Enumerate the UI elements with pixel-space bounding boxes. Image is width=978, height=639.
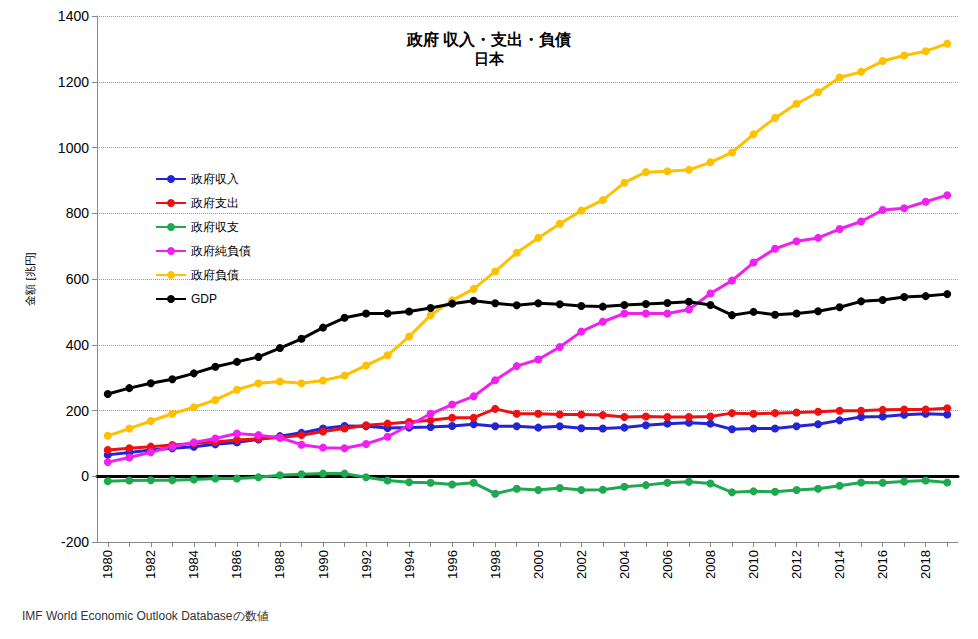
svg-text:2012: 2012 xyxy=(789,550,804,579)
svg-text:1984: 1984 xyxy=(186,550,201,579)
svg-text:政府純負債: 政府純負債 xyxy=(191,244,251,258)
svg-text:1982: 1982 xyxy=(143,550,158,579)
svg-text:1988: 1988 xyxy=(272,550,287,579)
svg-text:1998: 1998 xyxy=(488,550,503,579)
svg-text:2004: 2004 xyxy=(617,550,632,579)
svg-text:1990: 1990 xyxy=(316,550,331,579)
svg-text:2018: 2018 xyxy=(918,550,933,579)
svg-text:2008: 2008 xyxy=(703,550,718,579)
svg-text:政府収支: 政府収支 xyxy=(191,220,239,234)
svg-text:日本: 日本 xyxy=(474,50,505,67)
svg-text:2002: 2002 xyxy=(574,550,589,579)
svg-text:1980: 1980 xyxy=(100,550,115,579)
svg-text:1994: 1994 xyxy=(402,550,417,579)
svg-text:2016: 2016 xyxy=(875,550,890,579)
svg-text:政府支出: 政府支出 xyxy=(191,196,239,210)
svg-text:800: 800 xyxy=(66,205,90,221)
svg-text:-200: -200 xyxy=(61,534,89,550)
svg-text:1992: 1992 xyxy=(359,550,374,579)
svg-text:200: 200 xyxy=(66,403,90,419)
svg-text:2000: 2000 xyxy=(531,550,546,579)
svg-text:2014: 2014 xyxy=(832,550,847,579)
svg-text:IMF World Economic Outlook Dat: IMF World Economic Outlook Databaseの数値 xyxy=(22,609,269,623)
svg-text:1996: 1996 xyxy=(445,550,460,579)
svg-text:0: 0 xyxy=(81,468,89,484)
svg-text:政府負債: 政府負債 xyxy=(191,268,239,282)
svg-text:600: 600 xyxy=(66,271,90,287)
svg-text:金額 [兆円]: 金額 [兆円] xyxy=(24,252,36,305)
svg-text:GDP: GDP xyxy=(191,292,217,306)
svg-text:1400: 1400 xyxy=(58,8,89,24)
svg-text:1986: 1986 xyxy=(229,550,244,579)
svg-text:2006: 2006 xyxy=(660,550,675,579)
svg-text:1000: 1000 xyxy=(58,140,89,156)
svg-text:政府収入: 政府収入 xyxy=(191,172,239,186)
svg-text:1200: 1200 xyxy=(58,74,89,90)
svg-text:400: 400 xyxy=(66,337,90,353)
svg-text:政府 収入・支出・負債: 政府 収入・支出・負債 xyxy=(406,30,571,48)
svg-text:2010: 2010 xyxy=(746,550,761,579)
